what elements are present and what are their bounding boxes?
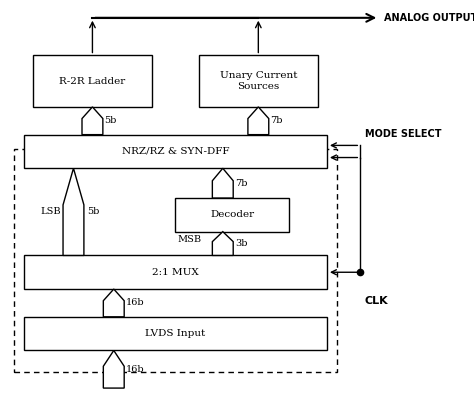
- Bar: [14, 148, 337, 372]
- Bar: [24, 317, 327, 350]
- Text: Unary Current
Sources: Unary Current Sources: [219, 72, 297, 91]
- Polygon shape: [103, 350, 124, 388]
- Bar: [24, 135, 327, 168]
- Polygon shape: [63, 168, 84, 255]
- Text: LVDS Input: LVDS Input: [145, 329, 206, 338]
- Bar: [24, 255, 327, 289]
- Text: 7b: 7b: [235, 179, 247, 188]
- Text: 16b: 16b: [126, 365, 144, 374]
- Polygon shape: [248, 107, 269, 135]
- Text: 5b: 5b: [104, 116, 116, 125]
- Polygon shape: [212, 168, 233, 198]
- Text: NRZ/RZ & SYN-DFF: NRZ/RZ & SYN-DFF: [122, 147, 229, 156]
- Polygon shape: [82, 107, 103, 135]
- Polygon shape: [212, 232, 233, 255]
- Text: 16b: 16b: [126, 299, 144, 307]
- Bar: [199, 55, 318, 107]
- Text: MODE SELECT: MODE SELECT: [365, 129, 441, 139]
- Text: LSB: LSB: [40, 208, 61, 216]
- Text: R-2R Ladder: R-2R Ladder: [59, 77, 126, 86]
- Text: 5b: 5b: [87, 208, 99, 216]
- Text: MSB: MSB: [178, 235, 202, 244]
- Text: 7b: 7b: [270, 116, 282, 125]
- Polygon shape: [103, 289, 124, 317]
- Text: 2:1 MUX: 2:1 MUX: [152, 268, 199, 277]
- Text: CLK: CLK: [365, 296, 389, 306]
- Bar: [175, 198, 289, 232]
- Text: Decoder: Decoder: [210, 210, 255, 219]
- Text: 3b: 3b: [235, 239, 247, 248]
- Text: ANALOG OUTPUT: ANALOG OUTPUT: [384, 13, 474, 23]
- Bar: [33, 55, 152, 107]
